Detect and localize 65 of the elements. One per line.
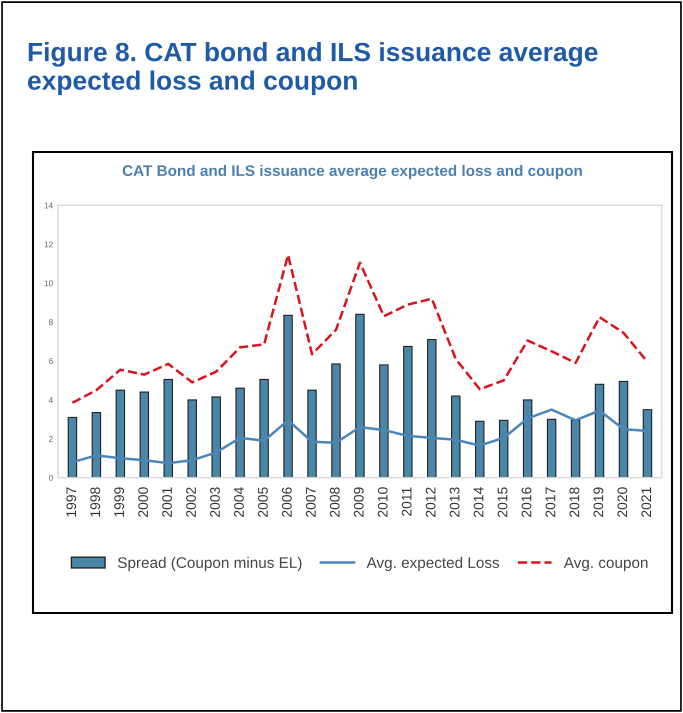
x-tick-label: 2013 [450,487,460,517]
bar [140,392,150,478]
x-tick-label: 2019 [593,487,604,517]
y-tick-label: 6 [48,358,53,364]
x-tick-label: 2004 [234,487,244,517]
bar [92,412,102,478]
x-tick-label: 1999 [114,487,124,517]
bar [522,399,532,478]
line-series [71,408,649,464]
x-tick-label: 2006 [282,487,292,517]
y-tick-label: 12 [44,241,53,248]
legend-label: Spread (Coupon minus EL) [118,556,302,572]
bar [355,314,365,478]
legend-label: Avg. coupon [564,557,648,572]
bar [331,363,341,478]
bar [283,314,293,478]
bar [379,364,389,478]
bar [116,390,126,478]
bar [546,418,556,478]
chart-subtitle: CAT Bond and ILS issuance average expected loss and coupon [122,164,582,180]
line-series [71,254,649,404]
bar [642,409,652,478]
bar [235,388,245,478]
y-tick-label: 8 [48,319,53,326]
x-tick-label: 2020 [617,487,628,517]
legend-label: Avg. expected Loss [366,556,500,572]
x-tick-label: 2000 [138,487,148,517]
x-tick-label: 2021 [641,487,652,517]
x-tick-label: 2008 [330,487,340,517]
bar [427,339,437,478]
x-tick-label: 2015 [498,487,508,517]
x-tick-label: 2017 [546,487,556,517]
x-tick-label: 2010 [378,487,388,517]
x-tick-label: 2011 [402,487,412,516]
bar [474,420,484,478]
x-tick-label: 2016 [522,487,532,517]
bar [68,416,78,478]
bar [451,395,461,478]
y-tick-label: 2 [48,436,53,442]
bar [187,399,197,478]
chart-title: Figure 8. CAT bond and ILS issuance average expected loss and coupon [28,42,598,96]
x-tick-label: 1998 [90,487,100,517]
bar [307,390,317,478]
bar [259,378,269,478]
bar [570,420,580,478]
x-tick-label: 2012 [426,487,436,517]
x-tick-label: 2018 [569,487,580,517]
x-tick-label: 2001 [162,487,172,517]
x-tick-label: 2007 [306,487,316,517]
y-tick-label: 4 [48,397,53,403]
y-tick-label: 14 [44,202,53,208]
y-tick-label: 10 [44,280,53,286]
x-tick-label: 2014 [474,487,484,517]
x-tick-label: 2002 [186,487,196,517]
bar [498,420,508,478]
bar [164,378,174,478]
x-tick-label: 2009 [354,487,364,517]
x-tick-label: 1997 [66,487,76,517]
bar [211,396,221,478]
bar [403,346,413,478]
y-tick-label: 0 [48,474,53,481]
x-tick-label: 2005 [258,487,268,517]
x-tick-label: 2003 [210,487,220,517]
bar [594,384,604,478]
bar [618,380,628,478]
